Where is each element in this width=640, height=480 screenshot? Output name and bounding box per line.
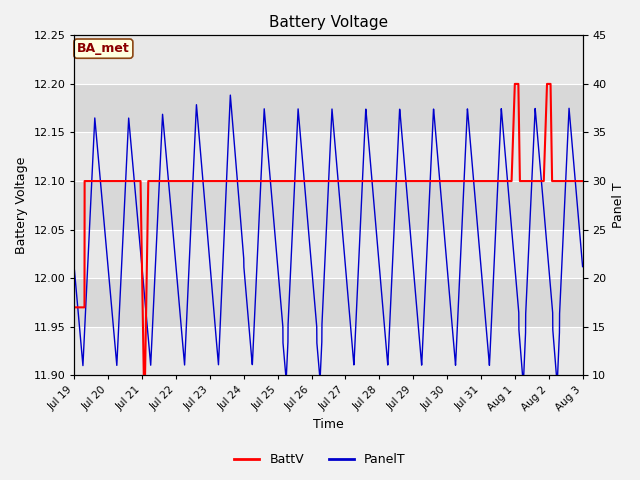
Y-axis label: Battery Voltage: Battery Voltage: [15, 156, 28, 254]
Bar: [74, 229, 582, 278]
X-axis label: Time: Time: [313, 419, 344, 432]
Bar: [74, 84, 582, 132]
Bar: [74, 278, 582, 327]
Y-axis label: Panel T: Panel T: [612, 182, 625, 228]
Bar: [74, 327, 582, 375]
Text: BA_met: BA_met: [77, 42, 130, 55]
Title: Battery Voltage: Battery Voltage: [269, 15, 388, 30]
Bar: [74, 36, 582, 84]
Bar: [74, 132, 582, 181]
Legend: BattV, PanelT: BattV, PanelT: [229, 448, 411, 471]
Bar: [74, 181, 582, 229]
